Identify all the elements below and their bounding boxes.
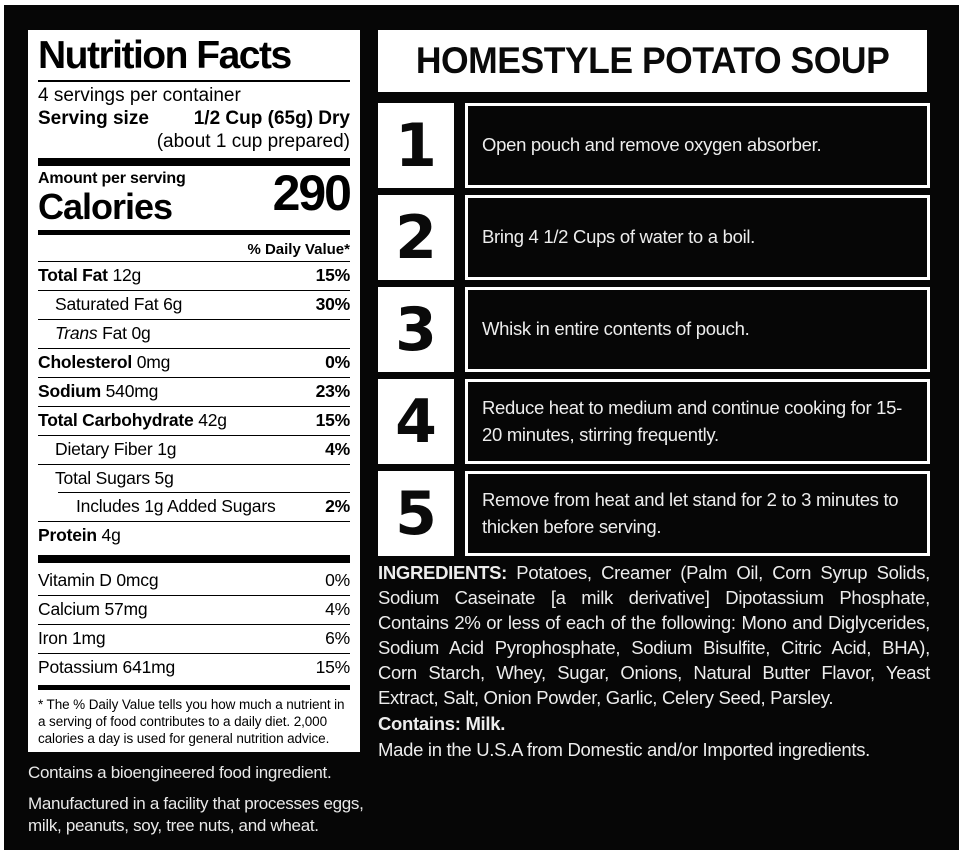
ingredients-paragraph: INGREDIENTS: Potatoes, Creamer (Palm Oil…: [378, 560, 930, 710]
nutrient-row: Total Fat 12g 15%: [38, 261, 350, 290]
daily-value-header: % Daily Value*: [247, 241, 350, 259]
servings-per-container: 4 servings per container: [38, 84, 241, 106]
cooking-steps: 1 Open pouch and remove oxygen absorber. 2…: [378, 103, 930, 563]
product-title-box: HOMESTYLE POTATO SOUP: [378, 30, 927, 92]
nutrient-row: Dietary Fiber 1g 4%: [38, 434, 350, 464]
thick-divider: [38, 158, 350, 167]
daily-value: 0%: [325, 352, 350, 373]
step-row: 3 Whisk in entire contents of pouch.: [378, 287, 930, 372]
title-rule: [38, 79, 350, 82]
daily-value: 2%: [325, 496, 350, 517]
nutrient-row: Sodium 540mg 23%: [38, 376, 351, 406]
nutrient-row: Protein 4g: [38, 521, 350, 550]
nutrient-name: Sodium 540mg: [38, 380, 159, 401]
nutrition-facts-title: Nutrition Facts: [38, 34, 292, 77]
step-instruction-text: Bring 4 1/2 Cups of water to a boil.: [482, 226, 756, 248]
step-row: 2 Bring 4 1/2 Cups of water to a boil.: [378, 195, 930, 280]
vitamin-row: Vitamin D 0mcg 0%: [38, 567, 350, 595]
serving-size-row: Serving size 1/2 Cup (65g) Dry: [38, 107, 350, 130]
nutrient-name: Total Fat 12g: [38, 265, 142, 286]
nutrient-name: Cholesterol 0mg: [38, 352, 171, 373]
allergen-notes: Contains a bioengineered food ingredient…: [28, 762, 376, 846]
nutrient-rows: Total Fat 12g 15% Saturated Fat 6g 30% Trans…: [38, 261, 350, 550]
step-instruction: Remove from heat and let stand for 2 to …: [465, 471, 930, 556]
amount-per-serving-label: Amount per serving: [38, 170, 186, 188]
daily-value: 30%: [315, 294, 351, 315]
nutrient-row: Total Sugars 5g: [38, 463, 350, 493]
step-instruction: Open pouch and remove oxygen absorber.: [465, 103, 930, 188]
vitamin-row: Iron 1mg 6%: [38, 623, 350, 653]
daily-value: 6%: [325, 627, 350, 648]
thick-divider: [38, 555, 350, 564]
step-instruction-text: Whisk in entire contents of pouch.: [482, 318, 750, 340]
step-instruction-text: Open pouch and remove oxygen absorber.: [482, 134, 822, 156]
calories-block: Amount per serving Calories 290: [38, 165, 352, 227]
calories-value: 290: [272, 165, 352, 222]
ingredients-section: INGREDIENTS: Potatoes, Creamer (Palm Oil…: [378, 560, 930, 762]
nutrient-name: Saturated Fat 6g: [55, 294, 183, 315]
daily-value-footnote: * The % Daily Value tells you how much a…: [38, 696, 345, 747]
step-number: 3: [378, 287, 454, 372]
medium-divider: [38, 684, 350, 690]
nutrient-name: Protein 4g: [38, 525, 121, 546]
nutrient-row: Saturated Fat 6g 30%: [38, 290, 350, 319]
nutrient-name: Total Sugars 5g: [55, 467, 174, 488]
daily-value: 15%: [315, 656, 351, 677]
contains-statement: Contains: Milk.: [378, 713, 506, 734]
serving-size-note: (about 1 cup prepared): [156, 130, 350, 152]
nutrient-name: Trans Fat 0g: [55, 323, 151, 344]
daily-value: 4%: [325, 438, 350, 459]
step-instruction: Bring 4 1/2 Cups of water to a boil.: [465, 195, 930, 280]
step-number: 2: [378, 195, 454, 280]
note-paragraph: Contains a bioengineered food ingredient…: [28, 763, 332, 782]
step-instruction-text: Reduce heat to medium and continue cooki…: [482, 396, 903, 445]
nutrient-name: Dietary Fiber 1g: [55, 438, 177, 459]
vitamin-rows: Vitamin D 0mcg 0% Calcium 57mg 4% Iron 1mg 6%…: [38, 567, 350, 682]
daily-value: 0%: [325, 570, 350, 591]
vitamin-row: Calcium 57mg 4%: [38, 595, 350, 624]
ingredients-body: Potatoes, Creamer (Palm Oil, Corn Syrup …: [378, 562, 930, 708]
step-row: 5 Remove from heat and let stand for 2 to…: [378, 471, 930, 556]
nutrition-facts-panel: Nutrition Facts 4 servings per container…: [28, 30, 360, 752]
serving-size-value: 1/2 Cup (65g) Dry: [193, 107, 350, 129]
origin-statement: Made in the U.S.A from Domestic and/or I…: [378, 739, 871, 760]
nutrient-name: Calcium 57mg: [38, 599, 148, 620]
calories-label: Calories: [38, 185, 173, 227]
step-number: 5: [378, 471, 454, 556]
step-instruction-text: Remove from heat and let stand for 2 to …: [482, 488, 899, 537]
daily-value: 15%: [315, 409, 351, 430]
nutrient-row: Total Carbohydrate 42g 15%: [38, 405, 351, 435]
nutrient-row: Trans Fat 0g: [38, 319, 350, 348]
ingredients-label: INGREDIENTS:: [378, 562, 507, 583]
nutrient-row: Includes 1g Added Sugars 2%: [58, 492, 350, 521]
step-row: 4 Reduce heat to medium and continue cook…: [378, 379, 930, 464]
step-instruction: Whisk in entire contents of pouch.: [465, 287, 930, 372]
nutrient-name: Total Carbohydrate 42g: [38, 409, 227, 430]
nutrient-name: Potassium 641mg: [38, 656, 176, 677]
daily-value: 15%: [315, 265, 351, 286]
serving-size-label: Serving size: [38, 107, 149, 129]
note-paragraph: Manufactured in a facility that processe…: [28, 794, 364, 836]
nutrient-name: Vitamin D 0mcg: [38, 570, 159, 591]
daily-value: 23%: [315, 380, 351, 401]
nutrient-name: Includes 1g Added Sugars: [76, 496, 276, 517]
vitamin-row: Potassium 641mg 15%: [38, 652, 351, 682]
step-number: 4: [378, 379, 454, 464]
daily-value: 4%: [325, 599, 350, 620]
nutrient-name: Iron 1mg: [38, 627, 106, 648]
nutrient-row: Cholesterol 0mg 0%: [38, 348, 350, 377]
step-instruction: Reduce heat to medium and continue cooki…: [465, 379, 930, 464]
step-row: 1 Open pouch and remove oxygen absorber.: [378, 103, 930, 188]
product-title: HOMESTYLE POTATO SOUP: [415, 40, 890, 81]
medium-divider: [38, 230, 350, 236]
step-number: 1: [378, 103, 454, 188]
